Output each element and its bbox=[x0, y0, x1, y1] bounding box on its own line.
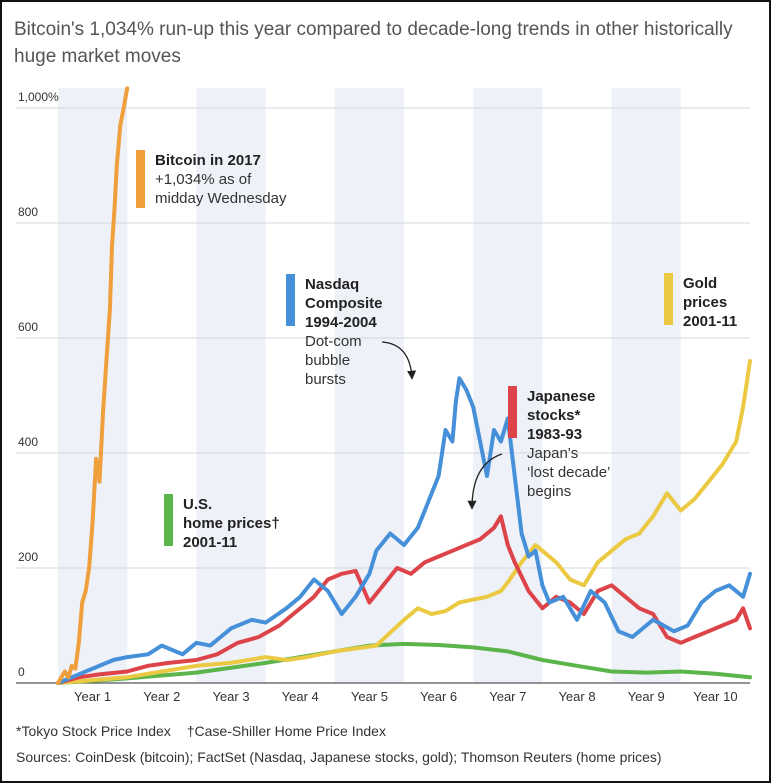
nasdaq-annotation-line-5: bubble bbox=[305, 352, 350, 369]
bitcoin-annotation-line-1: Bitcoin in 2017 bbox=[155, 152, 261, 169]
y-tick-label-800: 800 bbox=[18, 205, 38, 219]
y-tick-label-400: 400 bbox=[18, 435, 38, 449]
home-annotation-line-1: U.S. bbox=[183, 496, 212, 513]
year-bands bbox=[58, 88, 681, 683]
grid-lines bbox=[16, 107, 750, 684]
series-lines bbox=[56, 86, 752, 685]
footnote-case-shiller: †Case-Shiller Home Price Index bbox=[186, 723, 386, 739]
chart-title: Bitcoin's 1,034% run-up this year compar… bbox=[14, 19, 733, 67]
x-tick-label-year-9: Year 9 bbox=[628, 689, 665, 704]
bitcoin-annotation-line-3: midday Wednesday bbox=[155, 190, 287, 207]
nasdaq-annotation-line-4: Dot-com bbox=[305, 333, 362, 350]
x-tick-label-year-2: Year 2 bbox=[143, 689, 180, 704]
gold-annotation-line-3: 2001-11 bbox=[683, 313, 737, 330]
sources-note: Sources: CoinDesk (bitcoin); FactSet (Na… bbox=[16, 749, 662, 765]
home-line bbox=[56, 641, 752, 685]
nasdaq-line bbox=[56, 376, 752, 685]
bitcoin-line bbox=[56, 86, 130, 685]
gold-annotation-line-2: prices bbox=[683, 294, 727, 311]
y-tick-label-1000: 1,000% bbox=[18, 90, 59, 104]
nasdaq-annotation-line-1: Nasdaq bbox=[305, 276, 359, 293]
y-tick-label-600: 600 bbox=[18, 320, 38, 334]
lost-decade-arrow bbox=[467, 453, 503, 510]
x-tick-label-year-6: Year 6 bbox=[420, 689, 457, 704]
year-band-9 bbox=[611, 88, 681, 683]
nasdaq-legend-marker bbox=[286, 274, 295, 326]
year-band-3 bbox=[196, 88, 266, 683]
gold-line bbox=[56, 359, 752, 685]
annotations: Bitcoin in 2017 +1,034% as of midday Wedne… bbox=[136, 150, 737, 551]
y-tick-label-200: 200 bbox=[18, 550, 38, 564]
gold-annotation-line-1: Gold bbox=[683, 275, 717, 292]
x-tick-label-year-1: Year 1 bbox=[74, 689, 111, 704]
japan-annotation-line-6: begins bbox=[527, 483, 571, 500]
nasdaq-annotation-line-6: bursts bbox=[305, 371, 346, 388]
x-tick-label-year-3: Year 3 bbox=[212, 689, 249, 704]
x-axis-ticks: Year 1 Year 2 Year 3 Year 4 Year 5 Year 6 Year… bbox=[74, 689, 738, 704]
footnote-topix: *Tokyo Stock Price Index bbox=[16, 723, 171, 739]
japan-annotation-line-4: Japan's bbox=[527, 445, 578, 462]
x-tick-label-year-7: Year 7 bbox=[489, 689, 526, 704]
japan-annotation-line-5: ‘lost decade’ bbox=[527, 464, 610, 481]
home-legend-marker bbox=[164, 494, 173, 546]
footnotes: *Tokyo Stock Price Index †Case-Shiller H… bbox=[16, 723, 398, 739]
x-tick-label-year-8: Year 8 bbox=[558, 689, 595, 704]
nasdaq-annotation-line-3: 1994-2004 bbox=[305, 314, 377, 331]
x-tick-label-year-5: Year 5 bbox=[351, 689, 388, 704]
gold-legend-marker bbox=[664, 273, 673, 325]
y-axis-ticks: 0 200 400 600 800 1,000% bbox=[18, 90, 59, 679]
x-tick-label-year-4: Year 4 bbox=[282, 689, 319, 704]
japan-annotation-line-3: 1983-93 bbox=[527, 426, 582, 443]
year-band-5 bbox=[334, 88, 404, 683]
bitcoin-annotation-line-2: +1,034% as of bbox=[155, 171, 252, 188]
home-annotation-line-3: 2001-11 bbox=[183, 534, 237, 551]
japan-annotation-line-1: Japanese bbox=[527, 388, 595, 405]
dot-com-arrow bbox=[381, 341, 417, 380]
y-tick-label-0: 0 bbox=[18, 665, 25, 679]
x-tick-label-year-10: Year 10 bbox=[693, 689, 737, 704]
japan-annotation-line-2: stocks* bbox=[527, 407, 581, 424]
bitcoin-legend-marker bbox=[136, 150, 145, 208]
japan-legend-marker bbox=[508, 386, 517, 438]
nasdaq-annotation-line-2: Composite bbox=[305, 295, 383, 312]
home-annotation-line-2: home prices† bbox=[183, 515, 280, 532]
